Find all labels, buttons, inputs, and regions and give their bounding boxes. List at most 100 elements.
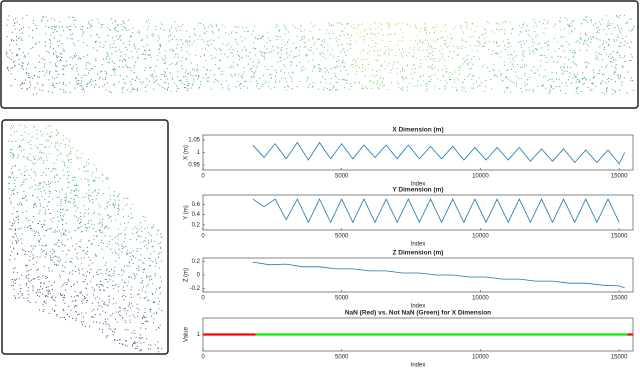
cloud-point xyxy=(354,27,355,28)
cloud-point xyxy=(203,25,204,26)
cloud-point xyxy=(596,28,597,29)
cloud-point xyxy=(528,30,529,31)
cloud-point xyxy=(272,46,273,47)
cloud-point xyxy=(91,310,92,311)
cloud-point xyxy=(281,47,282,48)
cloud-point xyxy=(461,28,462,29)
cloud-point xyxy=(83,31,84,32)
cloud-point xyxy=(305,54,306,55)
cloud-point xyxy=(205,60,206,61)
cloud-point xyxy=(106,59,107,60)
cloud-point xyxy=(423,80,424,81)
cloud-point xyxy=(41,144,42,145)
cloud-point xyxy=(189,41,190,42)
cloud-point xyxy=(49,228,50,229)
cloud-point xyxy=(363,36,364,37)
cloud-point xyxy=(147,248,148,249)
cloud-point xyxy=(349,44,350,45)
cloud-point xyxy=(11,39,12,40)
cloud-point xyxy=(155,344,156,345)
cloud-point xyxy=(570,50,571,51)
cloud-point xyxy=(574,28,575,29)
cloud-point xyxy=(144,317,145,318)
cloud-point xyxy=(42,304,43,305)
cloud-point xyxy=(15,18,16,19)
cloud-point xyxy=(16,40,17,41)
cloud-point xyxy=(131,332,132,333)
cloud-point xyxy=(102,331,103,332)
cloud-point xyxy=(82,26,83,27)
cloud-point xyxy=(276,36,277,37)
cloud-point xyxy=(161,348,162,349)
cloud-point xyxy=(23,250,24,251)
cloud-point xyxy=(559,21,560,22)
cloud-point xyxy=(26,73,27,74)
cloud-point xyxy=(539,43,540,44)
cloud-point xyxy=(14,22,15,23)
cloud-point xyxy=(83,205,84,206)
cloud-point xyxy=(129,304,130,305)
cloud-point xyxy=(564,63,565,64)
cloud-point xyxy=(559,48,560,49)
cloud-point xyxy=(99,219,100,220)
cloud-point xyxy=(407,89,408,90)
cloud-point xyxy=(510,62,511,63)
cloud-point xyxy=(44,59,45,60)
cloud-point xyxy=(293,43,294,44)
cloud-point xyxy=(62,161,63,162)
cloud-point xyxy=(253,76,254,77)
cloud-point xyxy=(420,60,421,61)
y-tick-label: 1.05 xyxy=(188,138,200,144)
cloud-point xyxy=(573,62,574,63)
cloud-point xyxy=(195,55,196,56)
cloud-point xyxy=(498,53,499,54)
cloud-point xyxy=(266,52,267,53)
cloud-point xyxy=(84,166,85,167)
cloud-point xyxy=(41,152,42,153)
cloud-point xyxy=(60,215,61,216)
cloud-point xyxy=(132,314,133,315)
cloud-point xyxy=(387,34,388,35)
cloud-point xyxy=(275,81,276,82)
cloud-point xyxy=(48,202,49,203)
cloud-point xyxy=(34,278,35,279)
cloud-point xyxy=(232,49,233,50)
cloud-point xyxy=(140,342,141,343)
cloud-point xyxy=(32,222,33,223)
cloud-point xyxy=(543,77,544,78)
cloud-point xyxy=(119,66,120,67)
cloud-point xyxy=(117,321,118,322)
cloud-point xyxy=(506,76,507,77)
cloud-point xyxy=(203,77,204,78)
cloud-point xyxy=(588,63,589,64)
cloud-point xyxy=(211,44,212,45)
cloud-point xyxy=(355,62,356,63)
cloud-point xyxy=(23,149,24,150)
cloud-point xyxy=(43,172,44,173)
cloud-point xyxy=(156,79,157,80)
cloud-point xyxy=(17,55,18,56)
cloud-point xyxy=(143,241,144,242)
cloud-point xyxy=(430,53,431,54)
cloud-point xyxy=(20,202,21,203)
cloud-point xyxy=(52,169,53,170)
cloud-point xyxy=(522,24,523,25)
cloud-point xyxy=(364,30,365,31)
cloud-point xyxy=(591,22,592,23)
cloud-point xyxy=(114,207,115,208)
cloud-point xyxy=(471,59,472,60)
cloud-point xyxy=(22,63,23,64)
cloud-point xyxy=(82,274,83,275)
cloud-point xyxy=(387,22,388,23)
cloud-point xyxy=(177,88,178,89)
cloud-point xyxy=(260,38,261,39)
cloud-point xyxy=(44,190,45,191)
cloud-point xyxy=(17,192,18,193)
cloud-point xyxy=(212,58,213,59)
cloud-point xyxy=(540,65,541,66)
cloud-point xyxy=(123,43,124,44)
cloud-point xyxy=(68,249,69,250)
cloud-point xyxy=(11,285,12,286)
cloud-point xyxy=(19,37,20,38)
cloud-point xyxy=(186,40,187,41)
